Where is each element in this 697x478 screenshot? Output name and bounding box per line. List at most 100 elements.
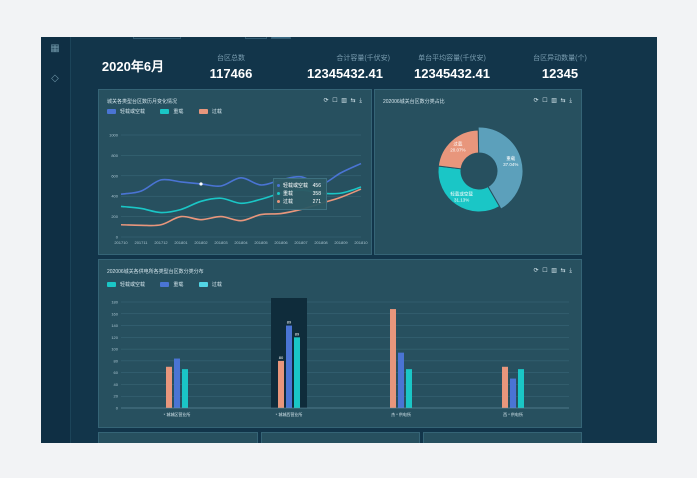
y-tick-label: 0: [116, 235, 119, 240]
bottom-card-2: [261, 432, 420, 443]
x-tick-label: 201803: [214, 240, 228, 245]
bar-chart-panel: 202006城关各供电所各类型台区数分类分布 ⟳ ☐ ▥ ⇆ ⤓ 轻载或空载 重…: [98, 259, 582, 428]
legend-item[interactable]: 轻载或空载: [107, 108, 145, 115]
line-chart-panel: 城关各类型台区数历月变化情况 ⟳ ☐ ▥ ⇆ ⤓ 轻载或空载 重载 过载 0 20…: [98, 89, 372, 255]
slice-value: 31.13%: [454, 197, 469, 202]
line-chart: 0 200 400 600 800 1000 201710 201711 201712 20180…: [109, 133, 368, 246]
line-chart-title: 城关各类型台区数历月变化情况: [107, 99, 178, 105]
line-legend: 轻载或空载 重载 过载: [107, 108, 236, 115]
grid-icon[interactable]: ▦: [50, 43, 60, 54]
y-tick-label: 100: [111, 347, 118, 352]
filter-select[interactable]: [133, 37, 181, 39]
legend-item[interactable]: 重载: [160, 281, 183, 288]
x-tick-label: 201710: [114, 240, 128, 245]
y-tick-label: 200: [111, 214, 118, 219]
x-tick-label: 201808: [314, 240, 328, 245]
x-tick-label: 201807: [294, 240, 308, 245]
y-tick-label: 20: [114, 394, 119, 399]
y-tick-label: 80: [114, 358, 119, 363]
chart-toolbox[interactable]: ⟳ ☐ ▥ ⇆ ⤓: [323, 98, 363, 104]
x-tick-label: 201809: [334, 240, 348, 245]
bar: [294, 337, 300, 408]
legend-swatch: [107, 282, 116, 288]
tooltip-dot: [277, 184, 280, 188]
bar: [286, 325, 292, 408]
chart-toolbox[interactable]: ⟳ ☐ ▥ ⇆ ⤓: [533, 98, 573, 104]
filter-select-2[interactable]: [245, 37, 267, 39]
bar: [398, 352, 404, 408]
y-tick-label: 60: [114, 370, 119, 375]
x-tick-label: 201804: [234, 240, 248, 245]
sidebar: ▦ ◇: [41, 37, 71, 443]
pie-slice: [437, 165, 501, 213]
legend-swatch: [198, 282, 208, 288]
x-tick-label: 201711: [134, 240, 148, 245]
bar: [166, 366, 172, 408]
y-tick-label: 180: [111, 300, 118, 305]
legend-swatch: [107, 109, 116, 115]
x-tick-label: 201806: [274, 240, 288, 245]
x-tick-label: * 城城西营业所: [276, 411, 303, 417]
chart-tooltip: 轻载或空载 456 重载 358 过载 271: [273, 178, 327, 210]
bar-chart: 0 20 40 60 80 100 120 140 160 180 * 城城区营业所 80 89 89 * …: [111, 298, 569, 417]
bar-chart-title: 202006城关各供电所各类型台区数分类分布: [107, 269, 204, 275]
query-button[interactable]: [271, 37, 291, 39]
slice-label: 轻载或空载: [450, 190, 473, 197]
bar: [518, 369, 524, 408]
x-tick-label: 201810: [354, 240, 368, 245]
bar: [278, 360, 284, 408]
y-tick-label: 140: [111, 323, 118, 328]
legend-item[interactable]: 过载: [198, 281, 222, 288]
legend-item[interactable]: 重载: [160, 108, 183, 115]
top-filter-bar: [133, 37, 293, 39]
y-tick-label: 1000: [109, 133, 119, 138]
tooltip-row: 过载 271: [277, 198, 323, 206]
y-tick-label: 400: [111, 194, 118, 199]
tooltip-dot: [277, 192, 280, 196]
layers-icon[interactable]: ◇: [51, 73, 59, 84]
bar: [182, 369, 188, 408]
chart-toolbox[interactable]: ⟳ ☐ ▥ ⇆ ⤓: [533, 268, 573, 274]
y-tick-label: 40: [114, 382, 119, 387]
kpi-total-areas: 台区总数 117466: [209, 55, 253, 81]
pie-chart-panel: 202006城关台区数分类占比 ⟳ ☐ ▥ ⇆ ⤓ 重载 37.04% 轻载或空载 3…: [374, 89, 582, 255]
legend-item[interactable]: 轻载或空载: [107, 281, 145, 288]
y-tick-label: 600: [111, 173, 118, 178]
dashboard-window: ▦ ◇ 2020年6月 台区总数 117466 合计容量(千伏安) 123454…: [41, 37, 657, 443]
kpi-row: 2020年6月 台区总数 117466 合计容量(千伏安) 12345432.4…: [85, 53, 605, 85]
slice-label: 过载: [453, 141, 462, 148]
y-tick-label: 800: [111, 153, 118, 158]
y-tick-label: 120: [111, 335, 118, 340]
bottom-card-3: [423, 432, 582, 443]
bar: [406, 369, 412, 408]
y-tick-label: 160: [111, 311, 118, 316]
legend-swatch: [160, 282, 170, 288]
slice-value: 37.04%: [503, 162, 518, 167]
tooltip-row: 轻载或空载 456: [277, 182, 323, 190]
kpi-period: 2020年6月: [101, 59, 165, 74]
legend-swatch: [160, 109, 170, 115]
x-tick-label: * 城城区营业所: [164, 411, 191, 417]
pie-chart-title: 202006城关台区数分类占比: [383, 99, 445, 105]
y-tick-label: 0: [116, 406, 119, 411]
legend-item[interactable]: 过载: [198, 108, 222, 115]
bar: [502, 366, 508, 408]
x-tick-label: 201712: [154, 240, 168, 245]
x-tick-label: 杰 * 供电所: [391, 411, 411, 417]
tooltip-dot: [277, 200, 280, 204]
tooltip-row: 重载 358: [277, 190, 323, 198]
pie-slice: [437, 129, 480, 170]
bar: [174, 358, 180, 408]
slice-label: 重载: [506, 155, 515, 162]
x-tick-label: 201802: [194, 240, 208, 245]
x-tick-label: 201801: [174, 240, 188, 245]
legend-swatch: [198, 109, 208, 115]
kpi-change-count: 台区异动数量(个) 12345: [533, 55, 587, 81]
slice-value: 20.07%: [450, 148, 465, 153]
data-label: 89: [295, 331, 300, 336]
data-point: [199, 182, 203, 186]
kpi-avg-capacity: 单台平均容量(千伏安) 12345432.41: [414, 55, 490, 81]
bar-legend: 轻载或空载 重载 过载: [107, 281, 236, 288]
data-label: 80: [279, 355, 284, 360]
